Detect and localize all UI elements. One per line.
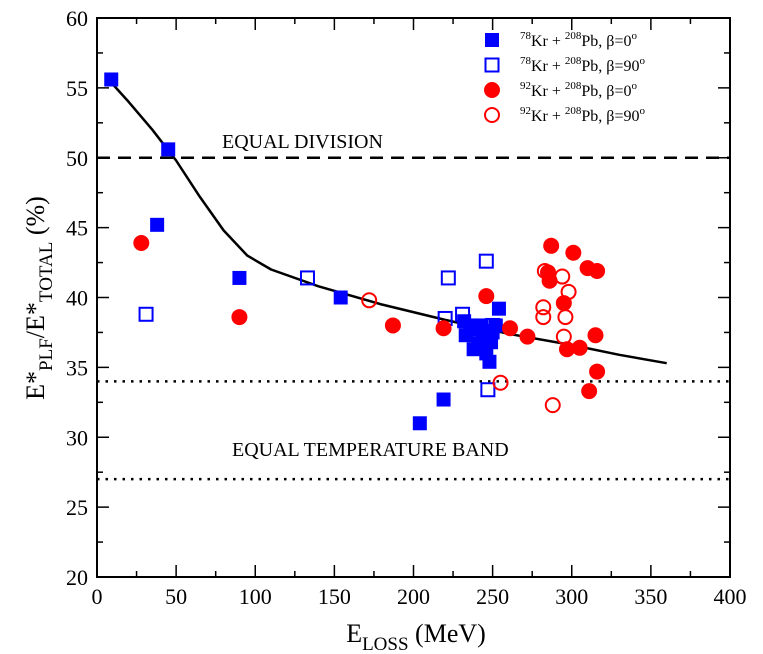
kr92-beta0-point xyxy=(589,363,606,380)
x-tick-label: 0 xyxy=(92,584,103,609)
data-points xyxy=(104,72,606,431)
x-tick-label: 400 xyxy=(714,584,747,609)
kr92-beta0-point xyxy=(502,320,519,337)
kr92-beta0-point xyxy=(133,234,150,251)
kr78-beta0-point xyxy=(436,392,451,407)
y-tick-label: 50 xyxy=(66,146,88,171)
y-tick-label: 30 xyxy=(66,425,88,450)
y-tick-label: 35 xyxy=(66,355,88,380)
kr92-beta90-point xyxy=(361,292,378,309)
y-tick-label: 20 xyxy=(66,565,88,590)
kr92-beta90-point xyxy=(535,299,552,316)
kr92-beta0-point xyxy=(384,317,401,334)
x-tick-label: 50 xyxy=(165,584,187,609)
legend-label-kr78-beta0: 78Kr + 208Pb, β=0o xyxy=(520,30,637,50)
kr78-beta90-point xyxy=(455,306,471,322)
x-tick-label: 100 xyxy=(239,584,272,609)
kr92-beta0-point xyxy=(565,244,582,261)
kr78-beta90-point xyxy=(485,317,501,333)
kr78-beta0-point xyxy=(491,301,506,316)
kr78-beta0-point xyxy=(468,319,483,334)
y-tick-label: 45 xyxy=(66,216,88,241)
legend-text-part: Pb, β=90 xyxy=(581,108,639,125)
y-tick-label: 55 xyxy=(66,76,88,101)
legend-label-kr92-beta0: 92Kr + 208Pb, β=0o xyxy=(520,80,637,100)
legend-text-part: Pb, β=90 xyxy=(581,58,639,75)
kr92-beta90-point xyxy=(560,283,577,300)
legend-label-kr92-beta90: 92Kr + 208Pb, β=90o xyxy=(520,105,645,125)
kr92-beta90-point xyxy=(492,374,509,391)
legend-text-part: Kr + xyxy=(531,83,565,100)
legend-text-part: 208 xyxy=(565,80,582,92)
curve-layer xyxy=(108,80,667,365)
legend-marker-kr78-beta0 xyxy=(485,33,499,47)
legend-text-part: o xyxy=(631,30,637,42)
trend-curve xyxy=(108,80,667,365)
kr92-beta0-point xyxy=(571,339,588,356)
kr78-beta0-point xyxy=(104,72,119,87)
axis-ticks: 0 50 100 150 200 250 300 350 400 20 25 30 35 40 45 50 55… xyxy=(66,6,747,609)
legend-text-part: Pb, β=0 xyxy=(581,83,631,100)
kr92-beta90-point xyxy=(557,309,574,326)
kr92-beta0-point xyxy=(478,288,495,305)
x-tick-label: 300 xyxy=(555,584,588,609)
y-axis-title: E*PLF/E*TOTAL (%) xyxy=(21,196,57,400)
kr92-beta0-point xyxy=(519,328,536,345)
kr78-beta90-point xyxy=(480,382,496,398)
x-axis-title: ELOSS (MeV) xyxy=(346,619,486,654)
y-tick-label: 25 xyxy=(66,495,88,520)
legend-marker-kr92-beta0 xyxy=(484,82,500,98)
legend-text-part: 208 xyxy=(565,55,582,67)
kr92-beta0-point xyxy=(589,262,606,279)
kr78-beta0-point xyxy=(333,290,348,305)
kr78-beta0-point xyxy=(482,354,497,369)
legend-text-part: o xyxy=(631,80,637,92)
x-tick-label: 200 xyxy=(397,584,430,609)
kr78-beta0-point xyxy=(161,142,176,157)
legend-text-part: Kr + xyxy=(531,58,565,75)
plot-frame xyxy=(96,17,731,578)
legend-text-part: o xyxy=(639,55,645,67)
legend-text-part: 78 xyxy=(520,55,532,67)
legend-text-part: 78 xyxy=(520,30,532,42)
legend-text-part: Kr + xyxy=(531,33,565,50)
kr92-beta0-point xyxy=(581,383,598,400)
legend-text-part: 208 xyxy=(565,30,582,42)
kr78-beta0-point xyxy=(412,416,427,431)
legend-text-part: Pb, β=0 xyxy=(581,33,631,50)
legend-marker-kr78-beta90 xyxy=(484,57,500,73)
equal-division-label: EQUAL DIVISION xyxy=(222,131,383,153)
y-tick-label: 40 xyxy=(66,286,88,311)
legend-label-kr78-beta90: 78Kr + 208Pb, β=90o xyxy=(520,55,645,75)
kr92-beta90-point xyxy=(535,309,552,326)
equal-temperature-label: EQUAL TEMPERATURE BAND xyxy=(232,439,509,461)
kr92-beta0-point xyxy=(435,320,452,337)
kr78-beta90-point xyxy=(440,270,456,286)
kr78-beta0-point xyxy=(150,217,165,232)
legend-text-part: 92 xyxy=(520,105,531,117)
kr78-beta90-point xyxy=(478,253,494,269)
kr78-beta90-point xyxy=(299,270,315,286)
y-tick-label: 60 xyxy=(66,6,88,31)
reference-lines xyxy=(97,156,730,481)
legend-text-part: o xyxy=(639,105,645,117)
kr92-beta90-point xyxy=(544,397,561,414)
legend-text-part: 208 xyxy=(565,105,582,117)
x-tick-label: 350 xyxy=(634,584,667,609)
legend-marker-kr92-beta90 xyxy=(484,107,500,123)
kr78-beta0-point xyxy=(232,270,247,285)
x-tick-label: 150 xyxy=(318,584,351,609)
kr92-beta90-point xyxy=(555,328,572,345)
kr92-beta90-point xyxy=(536,262,553,279)
legend-text-part: Kr + xyxy=(531,108,565,125)
kr92-beta0-point xyxy=(231,309,248,326)
x-tick-label: 250 xyxy=(476,584,509,609)
kr78-beta90-point xyxy=(138,306,154,322)
kr92-beta0-point xyxy=(543,237,560,254)
legend-text-part: 92 xyxy=(520,80,531,92)
kr92-beta90-point xyxy=(554,268,571,285)
kr92-beta0-point xyxy=(587,327,604,344)
